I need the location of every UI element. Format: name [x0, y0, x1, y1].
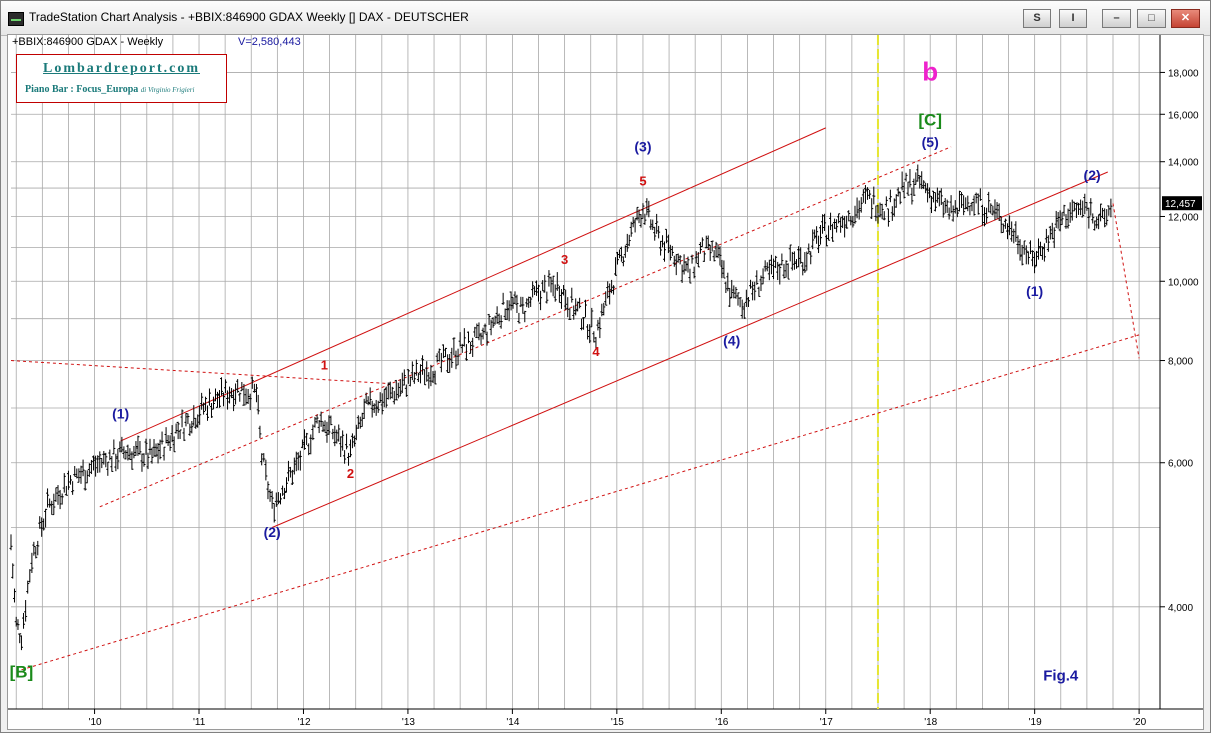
y-tick-label: 10,000 [1168, 277, 1199, 288]
window-title: TradeStation Chart Analysis - +BBIX:8469… [29, 10, 469, 24]
volume-label: V=2,580,443 [238, 36, 301, 48]
x-tick-label: '12 [297, 717, 310, 728]
price-axis-bg [1160, 35, 1203, 729]
minimize-button[interactable]: – [1102, 9, 1131, 28]
trend-line [10, 360, 388, 384]
wave-label: [C] [918, 111, 942, 130]
wave-label: 2 [347, 466, 354, 481]
trend-line [271, 171, 1108, 528]
wave-label: 3 [561, 252, 568, 267]
wave-label: (5) [922, 134, 939, 150]
trend-line [1112, 203, 1140, 359]
y-tick-label: 16,000 [1168, 110, 1199, 121]
x-tick-label: '14 [506, 717, 519, 728]
last-price-label: 12,457 [1165, 199, 1196, 210]
logo-box: Lombardreport.com Piano Bar : Focus_Euro… [16, 54, 227, 103]
time-axis-bg [8, 709, 1203, 729]
app-icon [8, 12, 24, 26]
y-tick-label: 14,000 [1168, 158, 1199, 169]
logo-subtitle-author: di Virginio Frigieri [140, 86, 195, 94]
maximize-button[interactable]: □ [1137, 9, 1166, 28]
wave-label: (3) [634, 139, 651, 155]
logo-title: Lombardreport.com [43, 61, 200, 76]
title-bar: TradeStation Chart Analysis - +BBIX:8469… [1, 1, 1210, 36]
y-tick-label: 8,000 [1168, 357, 1193, 368]
wave-label: Fig.4 [1043, 668, 1079, 685]
wave-label: 5 [639, 173, 646, 188]
y-tick-label: 18,000 [1168, 68, 1199, 79]
i-menu-button[interactable]: I [1059, 9, 1087, 28]
close-button[interactable]: ✕ [1171, 9, 1200, 28]
logo-subtitle-main: Piano Bar : Focus_Europa [25, 84, 139, 95]
chart-area[interactable]: 18,000 16,000 14,000 12,000 10,000 8,000 6,000… [7, 34, 1204, 730]
x-tick-label: '11 [193, 717, 206, 728]
last-price-box [1162, 196, 1202, 211]
wave-label: 4 [592, 344, 600, 359]
x-tick-label: '13 [402, 717, 415, 728]
x-tick-label: '19 [1029, 717, 1042, 728]
x-tick-label: '15 [611, 717, 624, 728]
x-tick-label: '18 [924, 717, 937, 728]
s-menu-button[interactable]: S [1023, 9, 1051, 28]
x-tick-label: '10 [89, 717, 102, 728]
wave-label: [B] [10, 662, 34, 681]
wave-label: (1) [1026, 283, 1043, 299]
chart-svg: 18,00016,00014,00012,00010,0008,0006,000… [8, 35, 1203, 729]
wave-label: (2) [264, 524, 281, 540]
x-tick-label: '17 [820, 717, 833, 728]
wave-label: (4) [723, 332, 740, 348]
logo-subtitle: Piano Bar : Focus_Europa di Virginio Fri… [25, 84, 194, 95]
wave-label: b [922, 56, 938, 86]
trend-line [21, 334, 1140, 671]
trend-line [99, 146, 952, 508]
wave-label: (2) [1084, 167, 1101, 183]
y-tick-label: 4,000 [1168, 603, 1193, 614]
x-tick-label: '16 [715, 717, 728, 728]
wave-label: 1 [321, 358, 328, 373]
y-tick-label: 12,000 [1168, 212, 1199, 223]
y-tick-label: 6,000 [1168, 459, 1193, 470]
trend-line [120, 127, 826, 442]
symbol-label: +BBIX:846900 GDAX - Weekly [12, 36, 164, 48]
x-tick-label: '20 [1133, 717, 1146, 728]
wave-label: (1) [112, 405, 129, 421]
